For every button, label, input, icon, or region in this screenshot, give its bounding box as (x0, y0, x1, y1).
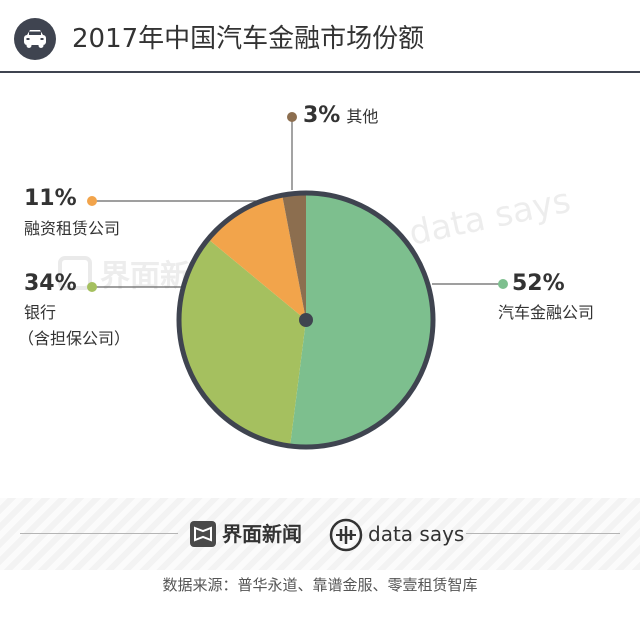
footer-line-right (466, 533, 620, 534)
label-dot-auto (498, 279, 508, 289)
footer-line-left (20, 533, 178, 534)
label-other-pct: 3% (303, 103, 340, 128)
label-lease-name: 融资租赁公司 (24, 218, 120, 240)
datasays-logo-icon (329, 518, 363, 552)
footer-brand-cn: 界面新闻 (222, 519, 302, 549)
label-auto-pct: 52% (512, 271, 565, 297)
label-other-name: 其他 (346, 107, 378, 126)
label-bank-name-1: 银行 (24, 302, 56, 324)
pie-center-dot (299, 313, 313, 327)
label-bank-pct: 34% (24, 271, 77, 297)
label-dot-leasing (87, 196, 97, 206)
label-dot-bank (87, 282, 97, 292)
label-other: 3% 其他 (303, 103, 378, 128)
footer-band (0, 498, 640, 570)
page-title: 2017年中国汽车金融市场份额 (72, 22, 424, 56)
label-auto-name: 汽车金融公司 (498, 302, 594, 324)
header: 2017年中国汽车金融市场份额 (0, 0, 640, 72)
car-icon (14, 18, 56, 60)
label-dot-other (287, 112, 297, 122)
label-bank-name-2: （含担保公司） (18, 328, 130, 350)
watermark-en: data says (406, 181, 575, 254)
footer-brand-en: data says (368, 519, 464, 549)
data-source: 数据来源：普华永道、靠谱金服、零壹租赁智库 (0, 574, 640, 596)
label-lease-pct: 11% (24, 186, 77, 212)
jiemian-logo-icon (190, 521, 216, 547)
